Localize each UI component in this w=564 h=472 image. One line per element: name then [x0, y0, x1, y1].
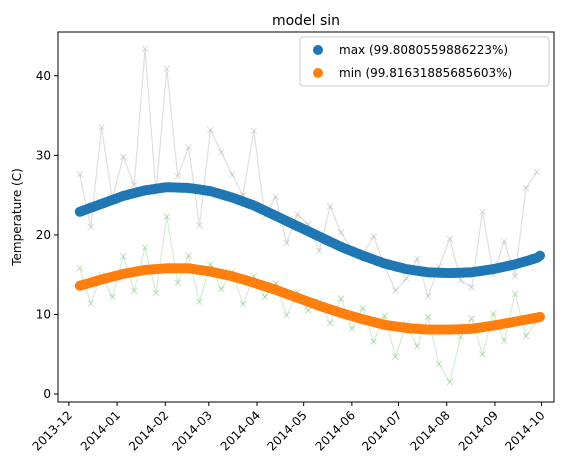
x-tick-label-4: 2014-04	[218, 408, 263, 453]
x-tick-label-6: 2014-06	[313, 408, 358, 453]
observed-point-0-42	[533, 168, 541, 176]
observed-point-0-27	[370, 233, 377, 240]
observed-point-0-22	[315, 247, 323, 255]
x-tick-label-0: 2013-12	[30, 408, 75, 453]
observed-point-1-5	[130, 287, 138, 294]
fit-point-1-296	[535, 311, 545, 322]
observed-point-1-19	[283, 311, 290, 319]
observed-line-1	[79, 216, 538, 384]
observed-point-1-11	[196, 298, 203, 306]
observed-point-1-21	[304, 307, 312, 314]
observed-point-0-13	[217, 148, 225, 156]
observed-point-0-29	[392, 287, 399, 294]
observed-point-0-14	[228, 171, 236, 178]
observed-point-1-26	[359, 304, 367, 312]
observed-point-1-6	[141, 244, 149, 251]
observed-point-1-29	[392, 353, 399, 360]
legend: max (99.8080559886223%) min (99.81631885…	[299, 36, 550, 87]
observed-point-1-10	[185, 252, 192, 259]
observed-point-0-5	[130, 181, 138, 189]
x-tick-label-9: 2014-09	[456, 408, 501, 453]
observed-point-1-35	[457, 333, 465, 341]
legend-box	[299, 36, 550, 87]
observed-point-1-15	[239, 300, 247, 308]
observed-point-0-23	[326, 202, 334, 210]
observed-point-1-38	[490, 310, 497, 318]
observed-point-0-36	[468, 284, 475, 291]
observed-point-0-30	[402, 275, 410, 283]
chart-title: model sin	[272, 13, 340, 29]
observed-point-1-32	[424, 313, 432, 321]
observed-point-0-18	[272, 193, 280, 201]
observed-point-1-34	[446, 378, 454, 386]
observed-point-0-40	[511, 272, 519, 280]
y-tick-label-0: 0	[43, 387, 51, 401]
observed-point-1-31	[413, 342, 421, 350]
y-axis-label: Temperature (C)	[10, 168, 24, 267]
plot-frame	[57, 31, 555, 403]
observed-point-0-2	[98, 124, 105, 131]
y-tick-label-1: 10	[36, 307, 51, 321]
observed-point-1-17	[261, 293, 269, 301]
observed-point-0-37	[479, 208, 486, 216]
observed-point-0-8	[163, 65, 171, 72]
x-tick-label-1: 2014-01	[78, 408, 123, 453]
observed-point-0-10	[185, 144, 192, 151]
x-tick-label-2: 2014-02	[126, 408, 171, 453]
legend-max-marker	[313, 45, 323, 55]
observed-point-1-41	[522, 332, 530, 340]
observed-point-0-11	[196, 222, 203, 229]
observed-point-1-9	[174, 279, 182, 286]
x-tick-label-7: 2014-07	[359, 408, 404, 453]
observed-point-1-1	[87, 299, 95, 307]
x-tick-label-10: 2014-10	[502, 408, 547, 453]
observed-point-0-19	[283, 239, 290, 247]
observed-point-1-0	[76, 264, 84, 272]
observed-point-1-3	[109, 293, 116, 301]
observed-point-1-39	[500, 337, 508, 345]
observed-point-1-4	[119, 253, 127, 260]
observed-point-0-35	[457, 276, 465, 284]
observed-point-0-20	[294, 210, 301, 218]
observed-point-0-1	[87, 223, 95, 231]
x-tick-label-5: 2014-05	[264, 408, 309, 453]
observed-point-0-4	[119, 153, 127, 161]
x-tick-label-8: 2014-08	[407, 408, 452, 453]
observed-point-1-25	[348, 325, 356, 333]
observed-point-0-12	[207, 126, 214, 134]
observed-point-1-27	[370, 338, 377, 345]
observed-point-0-34	[446, 235, 454, 243]
observed-point-1-37	[479, 350, 486, 358]
y-tick-label-3: 30	[36, 148, 51, 162]
y-tick-label-2: 20	[36, 228, 51, 242]
observed-point-0-41	[522, 184, 530, 192]
observed-point-1-24	[337, 295, 345, 302]
observed-point-0-32	[424, 292, 432, 300]
observed-point-1-36	[468, 315, 475, 322]
observed-point-1-13	[217, 285, 225, 293]
x-tick-label-3: 2014-03	[170, 408, 215, 453]
observed-point-0-9	[174, 172, 182, 180]
legend-min-marker	[313, 68, 323, 78]
observed-point-0-16	[250, 127, 258, 135]
observed-point-0-24	[337, 229, 345, 236]
observed-point-0-0	[76, 171, 84, 178]
fit-point-0-296	[535, 250, 545, 261]
observed-point-0-31	[413, 255, 421, 263]
observed-point-0-39	[500, 237, 508, 245]
observed-point-1-8	[163, 213, 171, 220]
legend-max-label: max (99.8080559886223%)	[339, 43, 508, 57]
observed-point-1-40	[511, 290, 519, 298]
observed-point-1-7	[152, 289, 160, 297]
observed-point-1-28	[381, 312, 388, 320]
observed-point-1-33	[435, 360, 443, 368]
legend-min-label: min (99.81631885685603%)	[339, 66, 512, 80]
observed-point-0-6	[141, 45, 149, 53]
y-tick-label-4: 40	[36, 69, 51, 83]
fit-layer	[74, 182, 545, 335]
observed-layer	[76, 45, 541, 386]
observed-point-1-23	[326, 319, 334, 327]
